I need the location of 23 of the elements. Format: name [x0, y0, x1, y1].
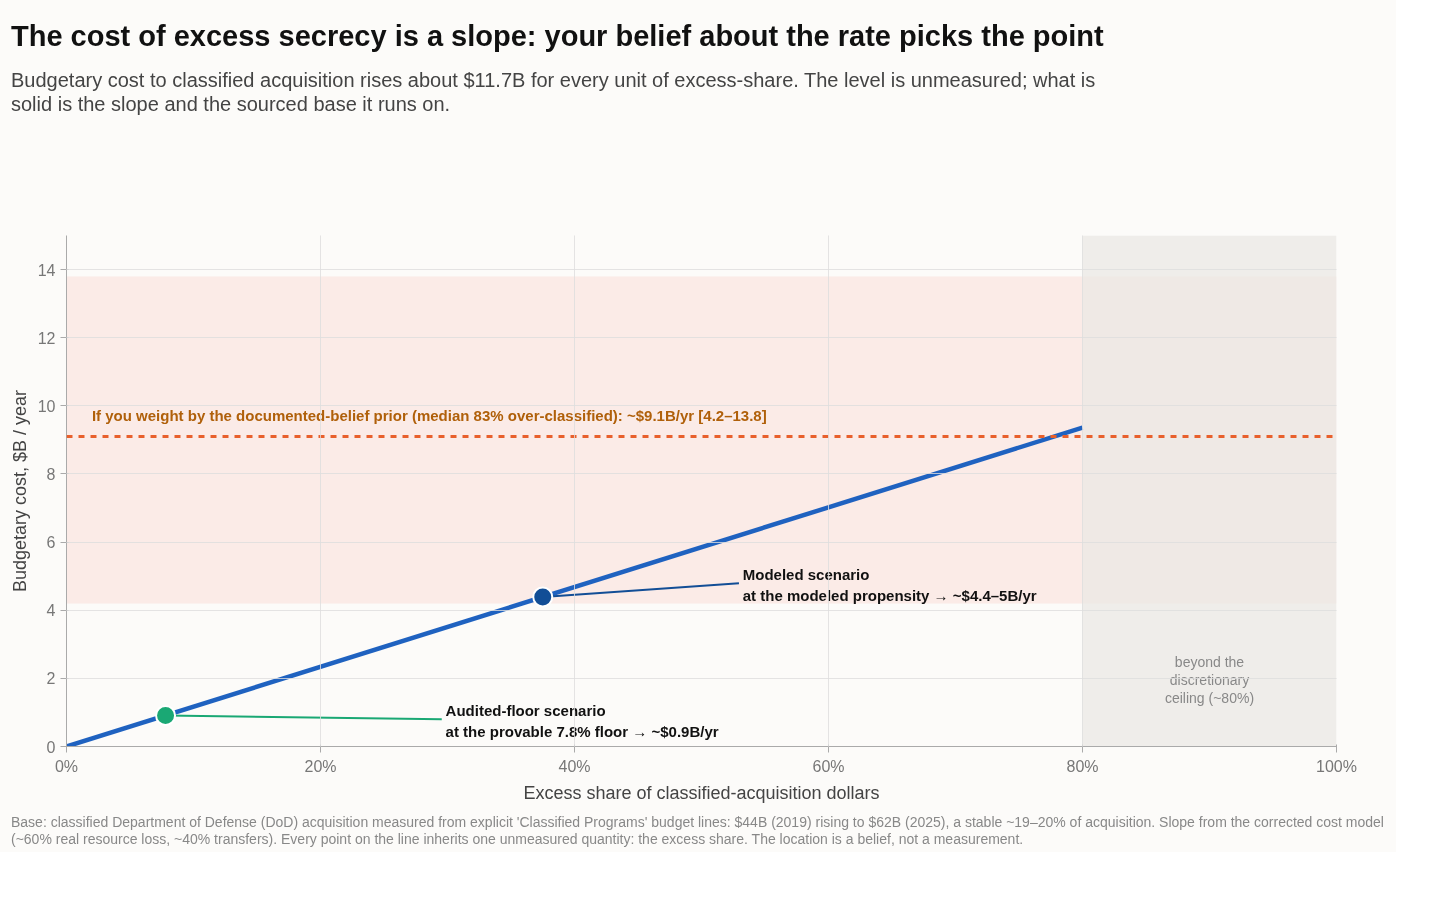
annotation: Modeled scenario at the modeled propensity → ~$4.4–5B/yr: [742, 566, 1037, 604]
x-tick-label: 20%: [304, 757, 337, 775]
chart-title: The cost of excess secrecy is a slope: your belief about the rate picks the point: [11, 19, 1104, 54]
ref-line-label: If you weight by the documented-belief prior (median 83% over-classified): ~$9.1B/yr [4.2–13.8]: [91, 407, 767, 425]
x-tick-label: 80%: [1066, 757, 1099, 775]
y-tick-label: 10: [37, 397, 56, 415]
band-label: beyond the discretionary ceiling (~80%): [1164, 653, 1255, 707]
y-axis-title: Budgetary cost, $B / year: [9, 389, 30, 592]
annotation: Audited-floor scenario at the provable 7.8% floor → ~$0.9B/yr: [445, 702, 719, 740]
text: Base: classified Department of Defense (DoD) acquisition measured from explicit 'Classified Programs' budget lines: $44B (2019) rising to $62B (2025), a stable ~19–20% of acquisition. Slope from the corrected cost model (~60% real resource loss, ~40% transfers). Every point on the line inherits one unmeasured quantity: the excess share. The location is a belief, not a measurement.: [11, 813, 1385, 848]
y-tick-label: 6: [46, 533, 56, 551]
chart-subtitle: Budgetary cost to classified acquisition rises about $11.7B for every unit of excess-share. The level is unmeasured; what is solid is the slope and the sourced base it runs on.: [11, 67, 1097, 116]
x-tick-label: 60%: [812, 757, 845, 775]
y-tick-label: 8: [46, 465, 56, 483]
y-tick-label: 12: [37, 329, 56, 347]
x-axis-title: Excess share of classified-acquisition dollars: [523, 782, 880, 803]
y-tick-label: 2: [46, 670, 56, 688]
y-tick-label: 4: [46, 602, 56, 620]
x-tick-label: 100%: [1316, 757, 1357, 775]
y-tick-label: 14: [37, 261, 56, 279]
x-tick-label: 0%: [54, 757, 79, 775]
y-tick-label: 0: [46, 738, 56, 756]
x-tick-label: 40%: [558, 757, 591, 775]
